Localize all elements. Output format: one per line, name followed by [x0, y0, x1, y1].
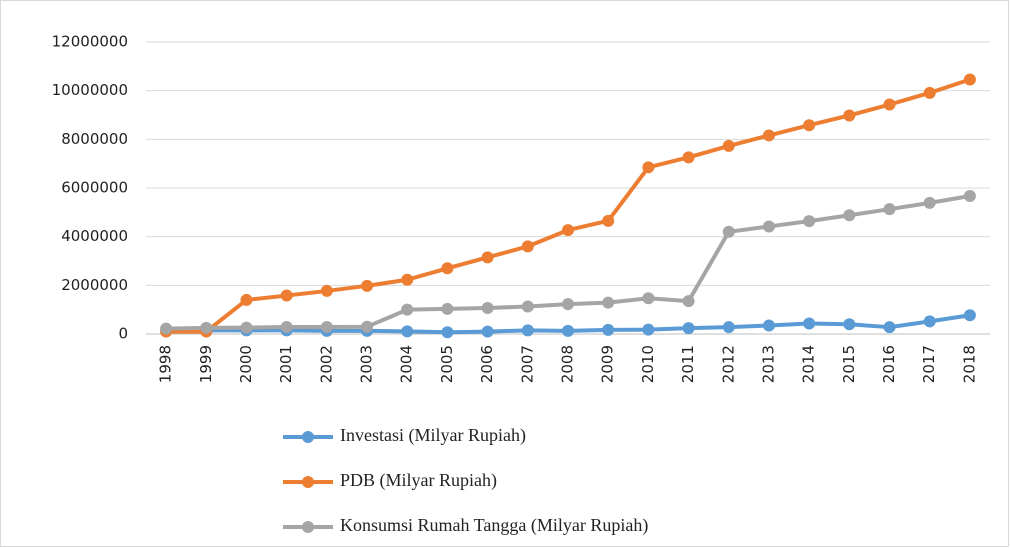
x-tick-label: 2012: [719, 345, 737, 383]
data-point: [722, 225, 735, 238]
y-tick-label: 0: [118, 325, 128, 343]
data-point: [803, 119, 816, 132]
data-point: [803, 317, 816, 330]
legend-marker: [302, 476, 314, 488]
data-point: [963, 73, 976, 86]
data-point: [602, 214, 615, 227]
data-point: [722, 321, 735, 334]
data-point: [883, 203, 896, 216]
x-tick-label: 1998: [157, 345, 175, 383]
data-point: [401, 325, 414, 338]
data-point: [160, 322, 173, 335]
x-tick-label: 2011: [679, 345, 697, 383]
x-tick-label: 2013: [759, 345, 777, 383]
legend-marker: [302, 521, 314, 533]
data-point: [843, 209, 856, 222]
data-point: [843, 318, 856, 331]
data-point: [642, 292, 655, 305]
y-tick-label: 6000000: [61, 179, 128, 197]
data-point: [762, 220, 775, 233]
data-point: [361, 279, 374, 292]
data-point: [200, 321, 213, 334]
data-point: [682, 322, 695, 335]
x-tick-label: 2007: [518, 345, 536, 383]
data-point: [441, 262, 454, 275]
data-point: [682, 151, 695, 164]
data-point: [240, 321, 253, 334]
x-tick-label: 2010: [639, 345, 657, 383]
data-point: [320, 284, 333, 297]
data-point: [803, 215, 816, 228]
x-tick-label: 2014: [800, 345, 818, 383]
data-point: [280, 320, 293, 333]
y-tick-label: 4000000: [61, 227, 128, 245]
data-point: [562, 298, 574, 311]
data-point: [401, 273, 414, 286]
data-point: [521, 240, 534, 253]
data-point: [642, 323, 655, 336]
x-tick-label: 2001: [277, 345, 295, 383]
x-tick-label: 1999: [197, 345, 215, 383]
data-point: [481, 301, 494, 314]
data-point: [883, 321, 896, 334]
data-point: [481, 251, 494, 264]
data-point: [441, 326, 454, 339]
data-point: [923, 86, 936, 99]
x-tick-label: 2017: [920, 345, 938, 383]
data-point: [682, 295, 695, 308]
data-point: [963, 309, 976, 322]
data-point: [240, 293, 253, 306]
data-point: [602, 296, 615, 309]
data-point: [441, 302, 454, 315]
x-tick-label: 2009: [599, 345, 617, 383]
data-point: [762, 319, 775, 332]
data-point: [923, 196, 936, 209]
x-tick-label: 2016: [880, 345, 898, 383]
y-tick-label: 10000000: [52, 81, 128, 99]
data-point: [843, 109, 856, 122]
x-tick-label: 2018: [960, 345, 978, 383]
y-tick-label: 8000000: [61, 130, 128, 148]
x-tick-label: 2005: [438, 345, 456, 383]
x-tick-label: 2008: [559, 345, 577, 383]
y-tick-label: 12000000: [52, 33, 128, 51]
data-point: [401, 303, 414, 316]
data-point: [481, 325, 494, 338]
x-tick-label: 2015: [840, 345, 858, 383]
data-point: [722, 139, 735, 152]
y-tick-label: 2000000: [61, 276, 128, 294]
legend-marker: [302, 431, 314, 443]
data-point: [883, 98, 896, 111]
x-tick-label: 2000: [237, 345, 255, 383]
data-point: [280, 289, 293, 302]
data-point: [602, 323, 615, 336]
x-tick-label: 2006: [478, 345, 496, 383]
legend-label: Konsumsi Rumah Tangga (Milyar Rupiah): [340, 515, 648, 536]
legend-label: PDB (Milyar Rupiah): [340, 470, 497, 491]
data-point: [963, 190, 976, 203]
data-point: [562, 224, 574, 237]
data-point: [320, 320, 333, 333]
x-tick-label: 2003: [358, 345, 376, 383]
data-point: [562, 324, 574, 337]
x-tick-label: 2004: [398, 345, 416, 383]
data-point: [923, 315, 936, 328]
data-point: [762, 129, 775, 142]
data-point: [642, 161, 655, 174]
x-tick-label: 2002: [317, 345, 335, 383]
legend-label: Investasi (Milyar Rupiah): [340, 425, 526, 446]
data-point: [521, 324, 534, 337]
data-point: [521, 300, 534, 313]
data-point: [361, 320, 374, 333]
